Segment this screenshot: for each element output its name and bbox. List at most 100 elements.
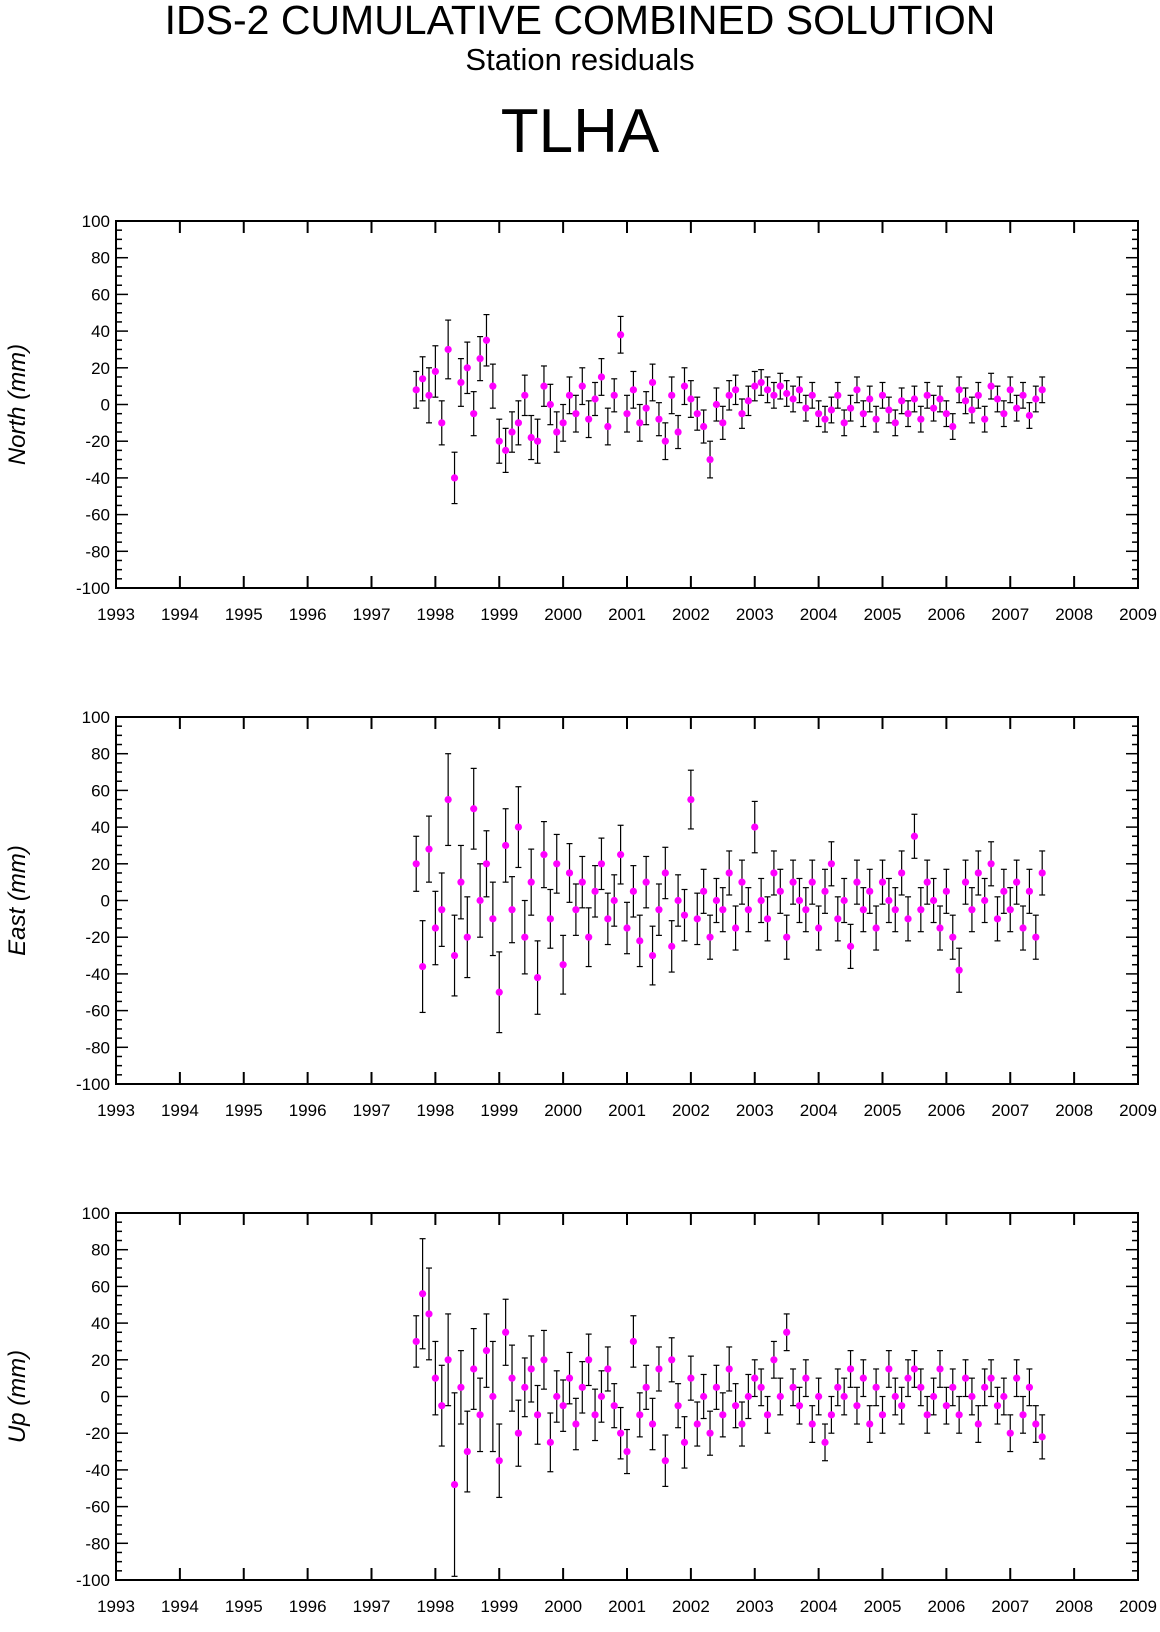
north-x-tick-label: 2006	[927, 605, 965, 624]
east-y-tick-label: 100	[82, 708, 110, 727]
up-data-point	[751, 1374, 759, 1382]
up-y-tick-label: 80	[91, 1241, 110, 1260]
east-data-point	[527, 878, 535, 886]
east-y-axis-label: East (mm)	[4, 845, 31, 956]
up-data-point	[731, 1402, 740, 1410]
east-y-tick-label: -20	[85, 928, 110, 947]
north-data-point	[1025, 411, 1034, 420]
up-y-tick-label: -80	[85, 1534, 110, 1553]
north-data-point	[470, 410, 478, 418]
figure-subtitle: Station residuals	[465, 42, 695, 77]
east-data-point	[623, 924, 631, 932]
east-data-point	[431, 924, 439, 932]
north-y-axis-label: North (mm)	[4, 344, 31, 465]
up-x-tick-label: 1998	[416, 1597, 454, 1616]
up-data-point	[942, 1402, 950, 1410]
up-data-point	[470, 1365, 478, 1373]
north-data-point	[700, 422, 708, 431]
east-data-point	[617, 851, 625, 859]
up-x-tick-label: 2006	[927, 1597, 965, 1616]
north-data-point	[706, 455, 714, 464]
north-data-point	[585, 415, 593, 423]
north-data-point	[719, 419, 727, 427]
up-y-tick-label: 60	[91, 1277, 110, 1296]
north-x-tick-label: 2002	[672, 605, 710, 624]
north-data-point	[1032, 395, 1040, 403]
east-y-tick-label: 20	[91, 855, 110, 874]
north-data-point	[412, 386, 420, 394]
east-data-point	[419, 962, 427, 971]
north-y-tick-label: 100	[82, 212, 110, 231]
up-data-point	[533, 1411, 542, 1419]
north-data-point	[648, 378, 657, 387]
up-data-point	[872, 1383, 880, 1391]
east-data-point	[450, 951, 459, 960]
up-data-point	[834, 1383, 842, 1391]
north-data-point	[1019, 391, 1027, 399]
north-data-point	[763, 386, 772, 394]
east-data-point	[476, 896, 484, 905]
east-data-point	[731, 924, 740, 932]
east-x-tick-label: 2005	[864, 1101, 902, 1120]
north-y-tick-label: 80	[91, 249, 110, 268]
north-data-point	[725, 391, 733, 399]
up-data-point	[757, 1383, 765, 1391]
east-data-point	[930, 896, 938, 905]
up-data-point	[527, 1365, 535, 1373]
north-data-point	[859, 410, 867, 418]
up-data-point	[808, 1420, 816, 1428]
up-data-point	[655, 1365, 663, 1373]
east-x-tick-label: 2007	[991, 1101, 1029, 1120]
up-data-point	[955, 1411, 963, 1419]
up-data-point	[514, 1429, 523, 1437]
east-data-point	[712, 896, 721, 905]
north-data-point	[463, 364, 471, 372]
east-data-point	[495, 988, 503, 996]
north-data-point	[853, 386, 861, 394]
up-data-point	[629, 1337, 637, 1346]
up-data-point	[623, 1447, 631, 1456]
east-data-point	[853, 878, 861, 886]
up-data-point	[674, 1402, 682, 1410]
up-data-point	[687, 1374, 695, 1382]
up-data-point	[444, 1356, 452, 1364]
north-y-tick-label: 20	[91, 359, 110, 378]
north-x-tick-label: 1994	[161, 605, 199, 624]
up-data-point	[987, 1374, 995, 1382]
up-data-point	[502, 1328, 510, 1336]
east-y-tick-label: -60	[85, 1002, 110, 1021]
up-x-tick-label: 2007	[991, 1597, 1029, 1616]
up-data-point	[438, 1402, 446, 1410]
north-points	[412, 331, 1046, 482]
up-data-point	[680, 1438, 689, 1446]
north-data-point	[1013, 404, 1021, 412]
up-data-point	[585, 1356, 593, 1364]
north-data-point	[629, 386, 637, 394]
up-x-tick-label: 2008	[1055, 1597, 1093, 1616]
east-data-point	[687, 795, 695, 804]
up-data-point	[974, 1420, 982, 1428]
up-y-tick-label: -40	[85, 1461, 110, 1480]
up-data-point	[878, 1411, 887, 1419]
up-data-point	[521, 1383, 529, 1391]
up-data-point	[1006, 1429, 1014, 1437]
east-x-tick-label: 1999	[480, 1101, 518, 1120]
up-y-tick-label: -60	[85, 1498, 110, 1517]
up-x-tick-label: 2005	[864, 1597, 902, 1616]
up-data-point	[910, 1365, 919, 1373]
up-data-point	[904, 1374, 912, 1382]
north-y-tick-label: -80	[85, 542, 110, 561]
up-data-point	[783, 1328, 791, 1336]
north-data-point	[808, 391, 816, 399]
east-data-point	[783, 933, 791, 941]
north-data-point	[776, 382, 784, 390]
east-data-point	[636, 937, 644, 945]
east-data-point	[1000, 887, 1008, 895]
up-data-point	[1019, 1411, 1027, 1419]
east-y-tick-label: 0	[101, 892, 110, 911]
up-data-point	[425, 1310, 433, 1318]
up-data-point	[936, 1365, 944, 1373]
up-y-tick-label: -20	[85, 1424, 110, 1443]
east-data-point	[578, 878, 586, 886]
up-x-tick-label: 1994	[161, 1597, 199, 1616]
